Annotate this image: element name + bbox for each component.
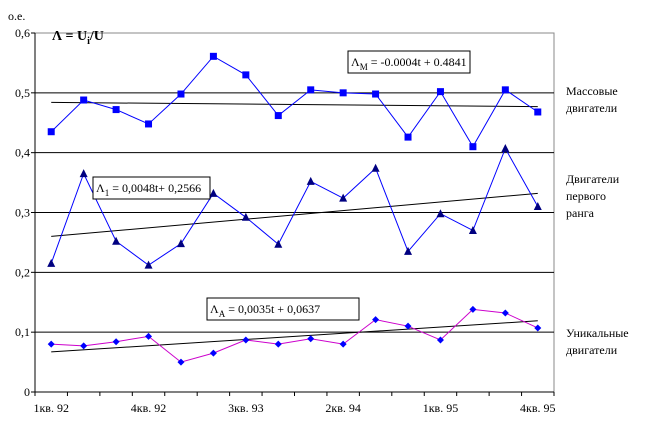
first-point [112, 236, 121, 245]
formula-label: Λ = Ui/U [52, 29, 104, 47]
first-trend-line [51, 192, 538, 237]
mass-point [534, 108, 542, 116]
mass-series-line [50, 55, 539, 148]
unique-point [145, 332, 153, 340]
unique-point [47, 340, 55, 348]
first-point [274, 239, 283, 248]
mass-point [436, 88, 444, 96]
first-point [501, 143, 510, 152]
mass-equation-label: ΛM = -0.0004t + 0.4841 [351, 55, 467, 72]
unique-point [469, 305, 477, 313]
x-tick-label: 2кв. 94 [325, 401, 361, 415]
unique-point [339, 340, 347, 348]
y-tick-label: 0,3 [15, 206, 30, 220]
mass-point [274, 112, 282, 120]
mass-trend-line [51, 101, 538, 108]
first-series-label: ранга [566, 206, 595, 220]
y-tick-label: 0,2 [15, 265, 30, 279]
first-point [209, 188, 218, 197]
mass-point [177, 90, 185, 98]
unique-point [242, 336, 250, 344]
unique-point [112, 338, 120, 346]
first-point [176, 239, 185, 248]
first-point [436, 209, 445, 218]
mass-point [242, 71, 250, 79]
mass-series-label: двигатели [566, 101, 618, 115]
first-series-label: первого [566, 189, 606, 203]
first-point [241, 212, 250, 221]
y-tick-label: 0 [24, 385, 30, 399]
unique-point [209, 349, 217, 357]
x-tick-label: 1кв. 95 [423, 401, 459, 415]
mass-point [209, 52, 217, 60]
y-tick-label: 0,6 [15, 26, 30, 40]
first-equation-label: Λ1 = 0,0048t+ 0,2566 [96, 181, 201, 198]
mass-point [112, 106, 120, 114]
unique-point [534, 324, 542, 332]
x-tick-label: 1кв. 92 [33, 401, 69, 415]
mass-series-label: Массовые [566, 84, 618, 98]
unique-trend-line [51, 320, 538, 353]
x-tick-label: 4кв. 92 [131, 401, 167, 415]
first-point [371, 163, 380, 172]
mass-point [469, 143, 477, 151]
unique-point [80, 342, 88, 350]
first-equation-box [92, 176, 211, 200]
unique-point [501, 309, 509, 317]
y-tick-label: 0,5 [15, 86, 30, 100]
mass-point [307, 86, 315, 94]
unique-equation-box [206, 297, 360, 321]
unique-point [274, 340, 282, 348]
first-point [79, 169, 88, 178]
mass-point [145, 120, 153, 128]
y-unit-label: о.е. [8, 9, 25, 23]
mass-point [501, 86, 509, 94]
first-point [306, 176, 315, 185]
mass-point [404, 133, 412, 141]
y-tick-label: 0,4 [15, 146, 30, 160]
mass-point [339, 89, 347, 97]
x-tick-label: 4кв. 95 [520, 401, 556, 415]
first-series-line [50, 147, 539, 266]
mass-point [47, 128, 55, 136]
first-point [47, 258, 56, 267]
unique-series-line [51, 308, 538, 363]
unique-point [177, 358, 185, 366]
unique-point [404, 322, 412, 330]
mass-point [80, 96, 88, 104]
first-point [144, 260, 153, 269]
first-point [339, 193, 348, 202]
first-series-label: Двигатели [566, 172, 620, 186]
x-tick-label: 3кв. 93 [228, 401, 264, 415]
first-point [468, 225, 477, 234]
unique-equation-label: ΛА = 0,0035t + 0,0637 [210, 302, 320, 319]
mass-equation-box [347, 50, 471, 74]
first-point [404, 246, 413, 255]
mass-point [372, 90, 380, 98]
unique-point [372, 316, 380, 324]
unique-series-label: Уникальные [566, 326, 629, 340]
y-tick-label: 0,1 [15, 325, 30, 339]
first-point [533, 202, 542, 211]
unique-point [436, 336, 444, 344]
unique-point [307, 335, 315, 343]
unique-series-label: двигатели [566, 343, 618, 357]
